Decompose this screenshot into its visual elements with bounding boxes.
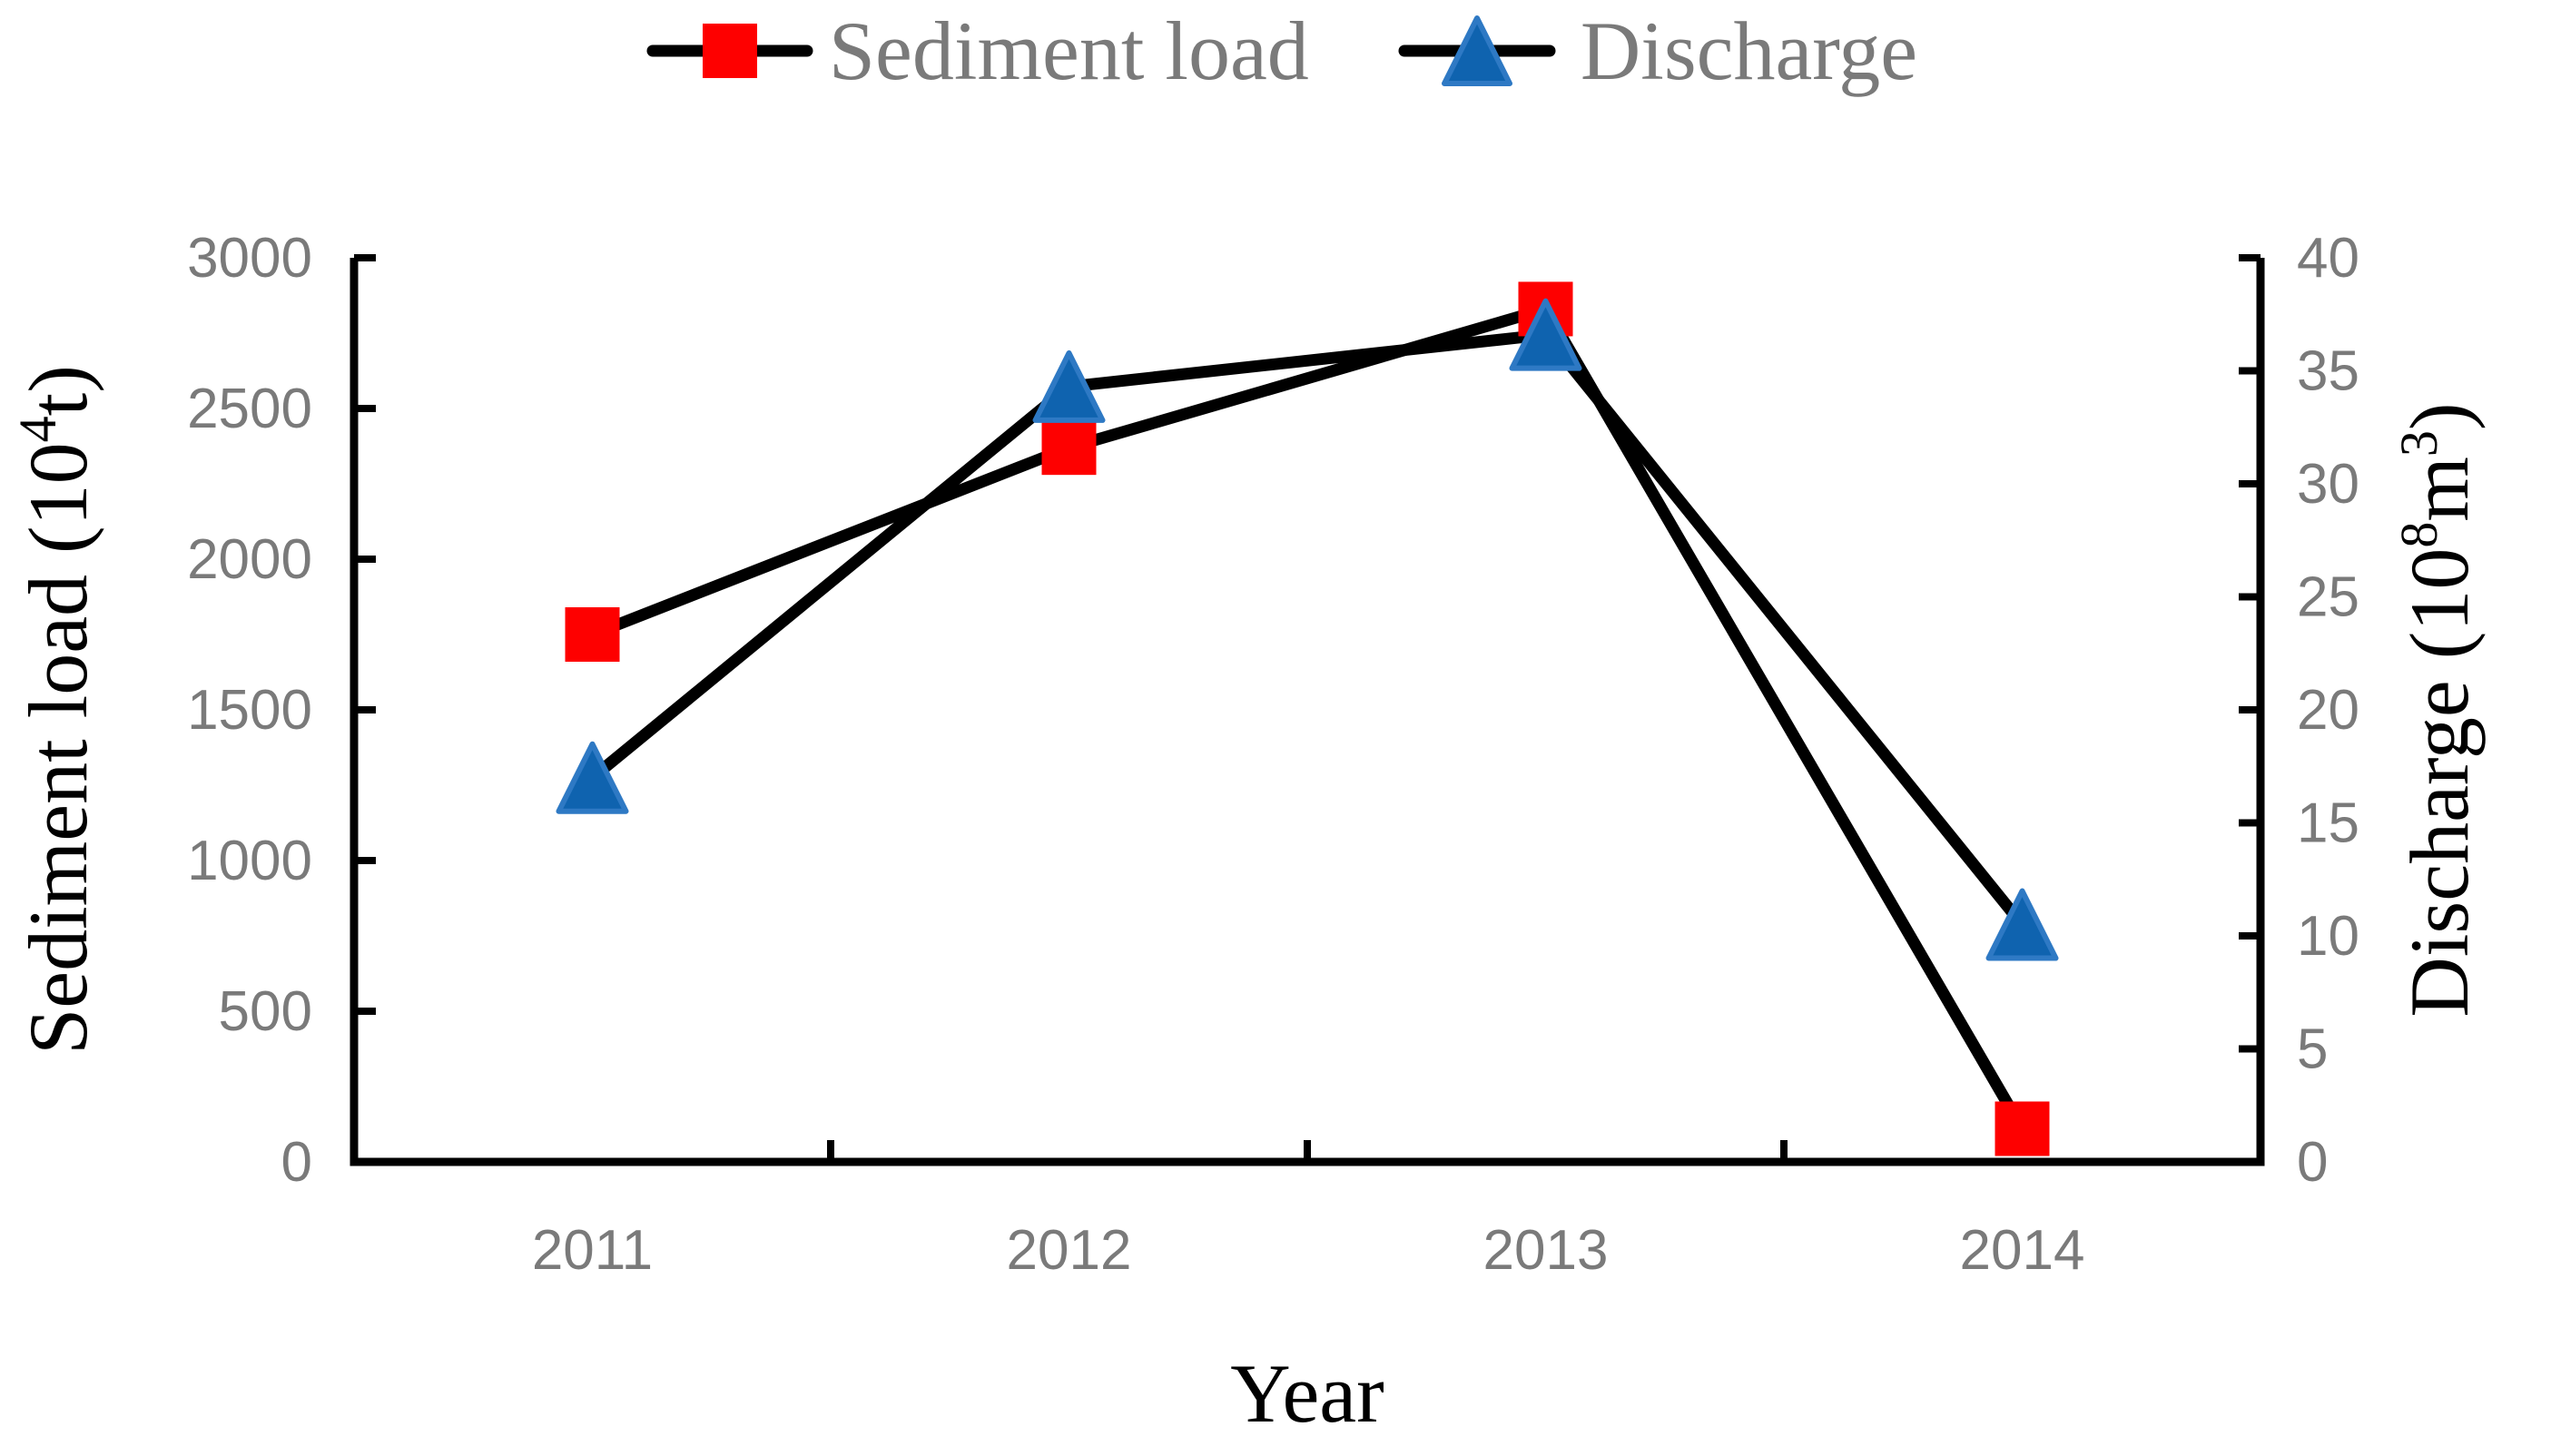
legend-label-sediment-load: Sediment load — [828, 5, 1309, 97]
triangle-marker-icon — [1441, 15, 1512, 86]
x-axis-tick-label: 2012 — [1007, 1219, 1132, 1282]
data-point-triangle-2013 — [1509, 298, 1582, 371]
legend-item-sediment-load: Sediment load — [644, 5, 1309, 96]
y-axis-right-tick-label: 35 — [2297, 340, 2359, 403]
series-line-sediment-load — [586, 302, 2028, 1135]
legend-item-discharge: Discharge — [1395, 5, 1917, 96]
y-axis-left-tick-label: 1500 — [187, 679, 312, 742]
data-point-triangle-2014 — [1985, 888, 2059, 961]
y-axis-right-tick-label: 30 — [2297, 453, 2359, 516]
y-axis-right-tick-label: 10 — [2297, 905, 2359, 968]
data-point-square-2012 — [1041, 420, 1097, 476]
square-marker-icon — [702, 24, 757, 78]
y-axis-left-tick-label: 2000 — [187, 528, 312, 591]
legend: Sediment load Discharge — [0, 5, 2561, 96]
y-axis-left-tick-label: 0 — [281, 1131, 312, 1194]
x-axis-tick-label: 2013 — [1483, 1219, 1609, 1282]
y-axis-right-tick-label: 20 — [2297, 679, 2359, 742]
legend-marker-discharge — [1398, 15, 1556, 86]
series-line-discharge — [586, 329, 2028, 931]
y-axis-left-tick-label: 500 — [219, 980, 312, 1043]
y-axis-left-tick-label: 1000 — [187, 830, 312, 892]
data-point-square-2011 — [565, 607, 620, 662]
x-axis-title: Year — [1230, 1347, 1384, 1440]
y-axis-right-tick-label: 40 — [2297, 227, 2359, 290]
data-point-triangle-2012 — [1032, 349, 1106, 423]
x-axis-tick-label: 2014 — [1960, 1219, 2085, 1282]
y-axis-right-tick-label: 25 — [2297, 566, 2359, 629]
y-axis-left-tick-label: 2500 — [187, 378, 312, 440]
y-axis-right-tick-label: 0 — [2297, 1131, 2328, 1194]
legend-marker-sediment-load — [646, 24, 813, 78]
legend-label-discharge: Discharge — [1580, 5, 1918, 97]
y-axis-right-title: Discharge (108m3) — [2389, 402, 2486, 1017]
x-axis-tick-label: 2011 — [532, 1219, 653, 1282]
y-axis-right-tick-label: 5 — [2297, 1018, 2328, 1081]
data-point-square-2014 — [1995, 1101, 2050, 1156]
data-point-triangle-2011 — [556, 741, 629, 814]
y-axis-left-title: Sediment load (104t) — [8, 365, 104, 1055]
y-axis-right-tick-label: 15 — [2297, 792, 2359, 855]
y-axis-left-tick-label: 3000 — [187, 227, 312, 290]
